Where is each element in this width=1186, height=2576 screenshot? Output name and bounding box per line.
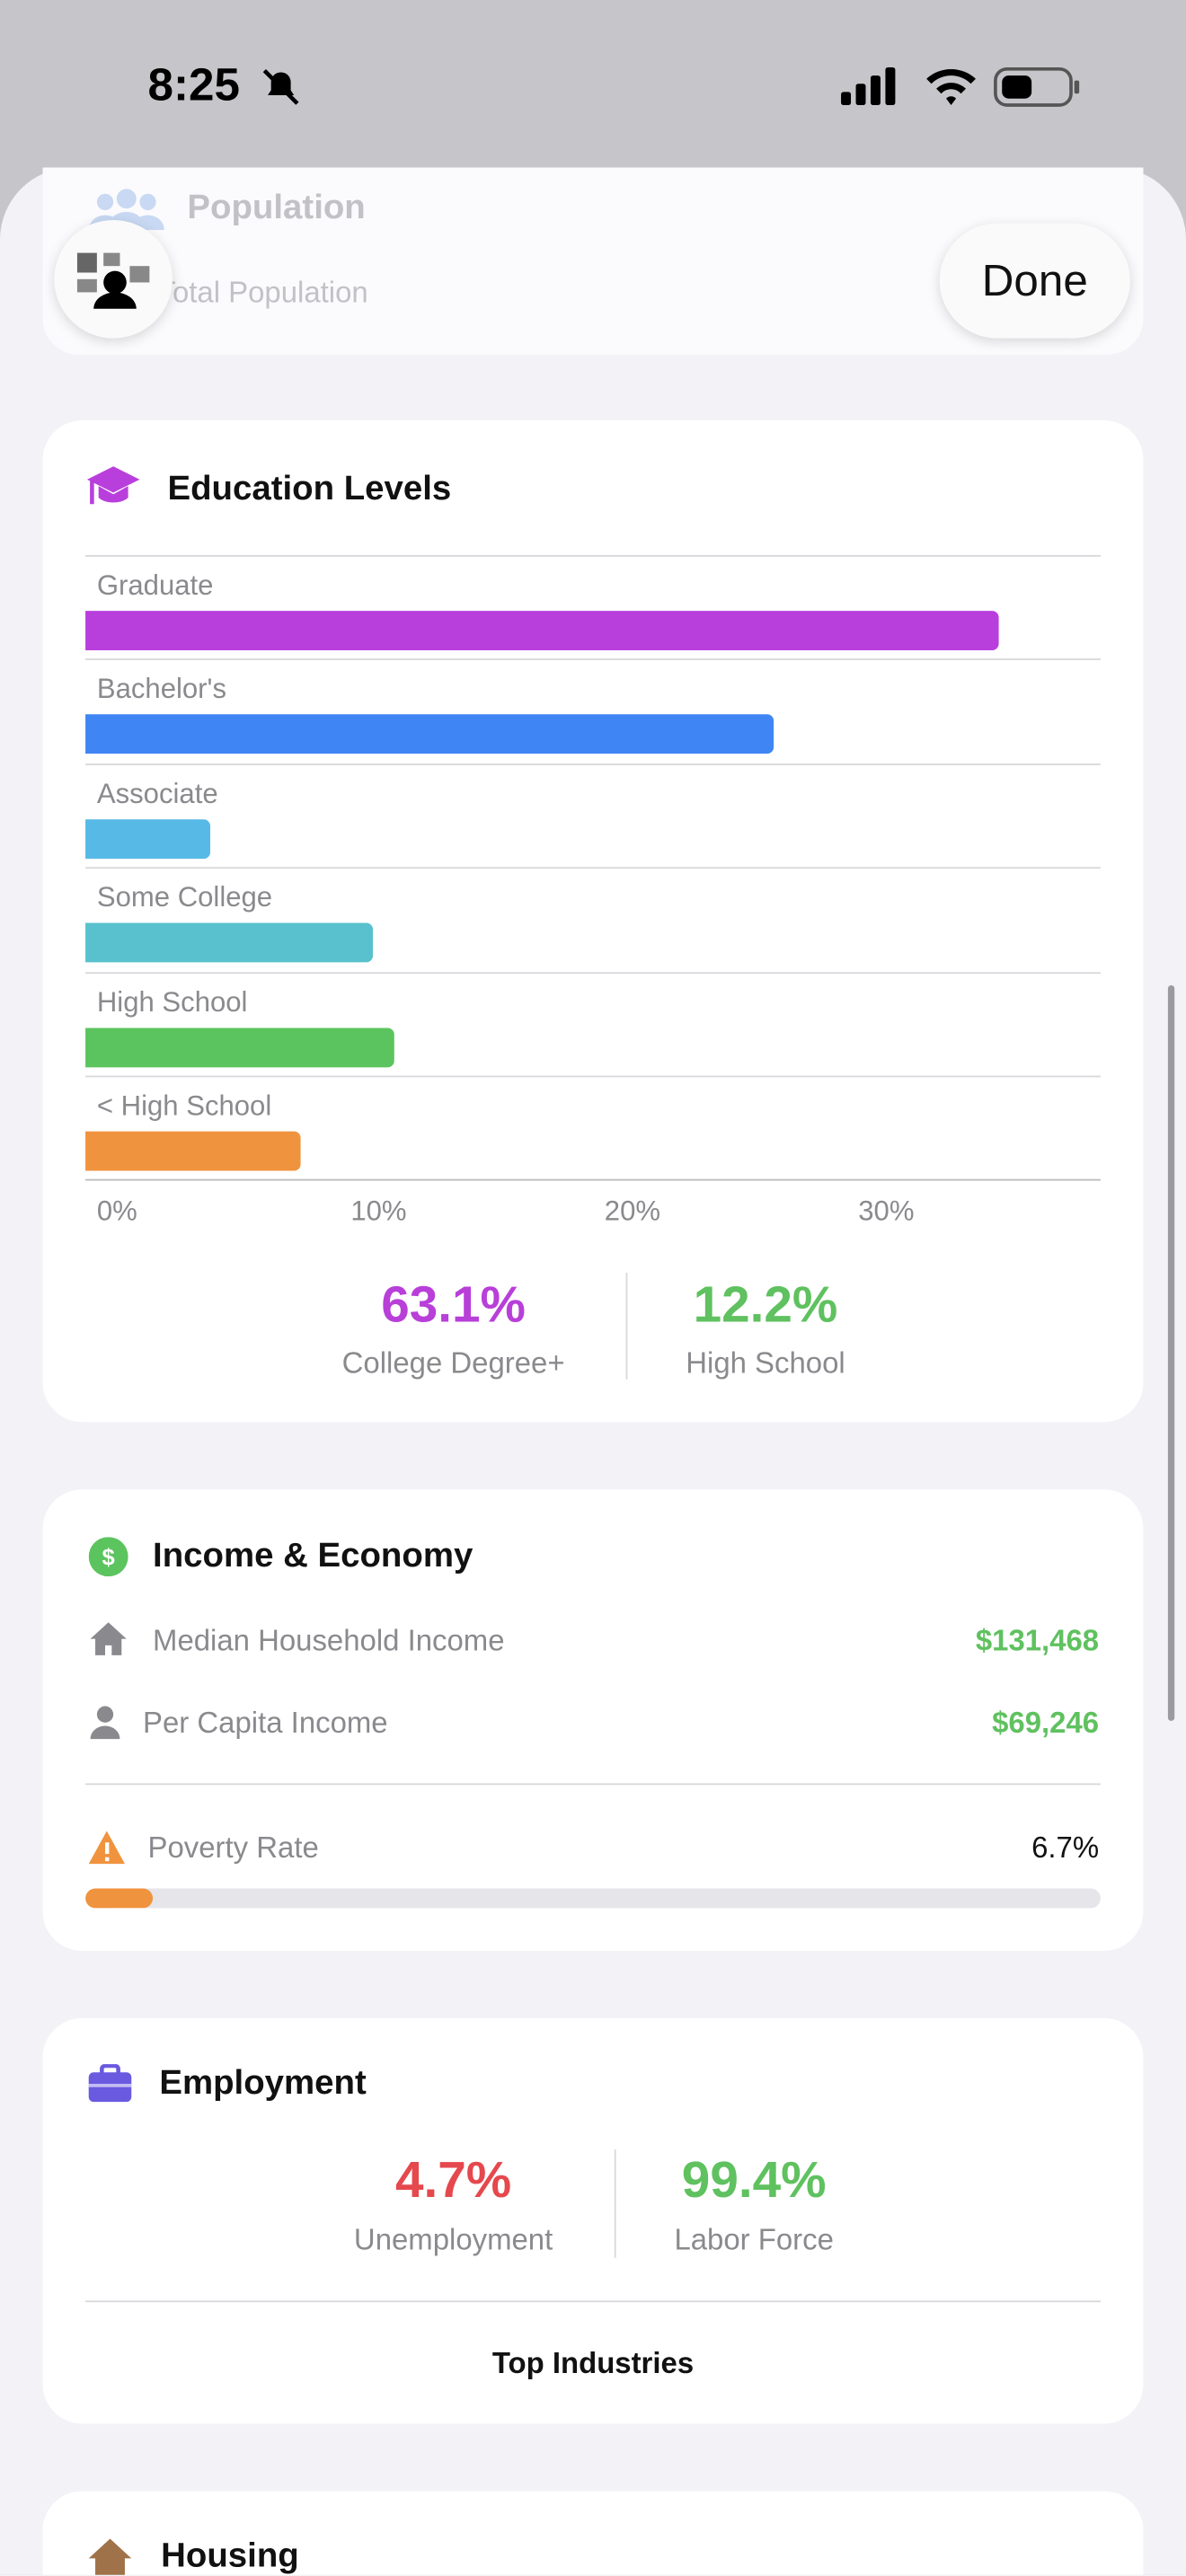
stat-label: Unemployment: [353, 2223, 553, 2257]
poverty-label: Poverty Rate: [147, 1831, 319, 1865]
income-card: $ Income & Economy Median Household Inco…: [42, 1489, 1144, 1951]
row-divider: [85, 1075, 1101, 1078]
card-title: Education Levels: [167, 469, 452, 507]
row-value: $69,246: [992, 1706, 1100, 1740]
poverty-track: [85, 1888, 1101, 1909]
divider: [85, 2300, 1101, 2303]
scrollbar: [1167, 984, 1175, 1722]
row-divider: [85, 554, 1101, 557]
education-card: Education Levels Graduate Bachelor's Assoc…: [42, 420, 1144, 1423]
housing-card: Housing: [42, 2491, 1144, 2575]
divider: [625, 1272, 628, 1380]
x-tick-label: 30%: [858, 1195, 915, 1228]
bar: [85, 922, 373, 963]
bar: [85, 1131, 302, 1171]
category-label: < High School: [96, 1090, 272, 1122]
dollar-icon: $: [88, 1537, 128, 1577]
stat-label: High School: [686, 1346, 845, 1380]
category-label: Bachelor's: [96, 674, 227, 706]
row-value: $131,468: [975, 1624, 1100, 1657]
divider: [85, 1783, 1101, 1786]
card-title: Employment: [159, 2064, 367, 2103]
profile-button[interactable]: [54, 219, 173, 339]
status-icons: [841, 66, 1080, 107]
stat-label: College Degree+: [341, 1346, 565, 1380]
house-icon: [90, 1622, 127, 1655]
poverty-bar: [85, 1888, 154, 1909]
row-label: Per Capita Income: [143, 1706, 388, 1740]
row-divider: [85, 763, 1101, 765]
bar: [85, 611, 999, 650]
employment-card: Employment 4.7% Unemployment 99.4% Labor…: [42, 2017, 1144, 2424]
person-icon: [90, 1706, 120, 1740]
row-divider: [85, 867, 1101, 869]
bar: [85, 818, 210, 859]
mute-icon: [262, 68, 299, 105]
x-tick-label: 20%: [604, 1195, 661, 1228]
stat-label: Labor Force: [674, 2223, 834, 2257]
time: 8:25: [147, 58, 241, 110]
svg-text:$: $: [102, 1545, 115, 1570]
done-button[interactable]: Done: [939, 223, 1130, 339]
row-divider: [85, 658, 1101, 661]
stat-value: 12.2%: [693, 1275, 838, 1334]
divider: [614, 2149, 616, 2258]
x-axis: [85, 1179, 1101, 1182]
card-title: Housing: [161, 2536, 299, 2575]
warning-icon: [88, 1831, 125, 1865]
poverty-value: 6.7%: [1031, 1831, 1100, 1865]
done-label: Done: [981, 256, 1088, 306]
stat-value: 4.7%: [394, 2151, 512, 2209]
top-industries[interactable]: Top Industries: [491, 2346, 695, 2380]
row-divider: [85, 971, 1101, 974]
bar: [85, 1027, 395, 1067]
briefcase-icon: [88, 2064, 132, 2103]
x-tick-label: 0%: [96, 1195, 137, 1228]
profile-icon: [76, 252, 150, 309]
category-label: Associate: [96, 778, 218, 809]
stat-value: 63.1%: [381, 1275, 526, 1334]
section-subtitle: Total Population: [157, 276, 368, 309]
category-label: High School: [96, 986, 248, 1018]
stat-value: 99.4%: [681, 2151, 827, 2209]
category-label: Some College: [96, 882, 273, 913]
house-icon: [88, 2538, 132, 2575]
category-label: Graduate: [96, 569, 214, 602]
x-tick-label: 10%: [350, 1195, 407, 1228]
section-title: Population: [187, 189, 366, 227]
card-title: Income & Economy: [153, 1537, 474, 1575]
bar: [85, 715, 774, 754]
row-label: Median Household Income: [153, 1624, 505, 1657]
graduation-icon: [86, 466, 140, 505]
